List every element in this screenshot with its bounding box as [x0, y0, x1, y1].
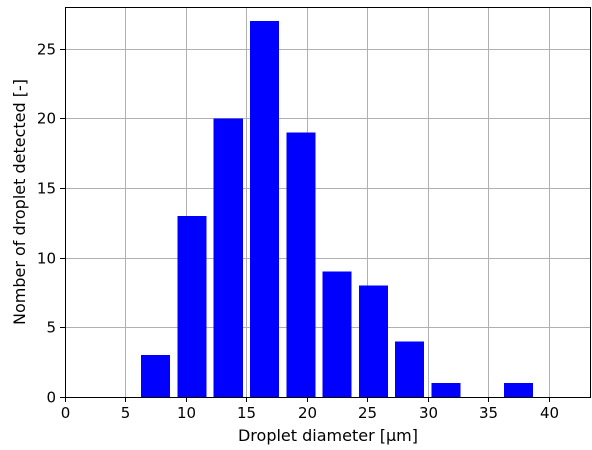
bar-10	[503, 383, 533, 397]
x-axis-label: Droplet diameter [µm]	[238, 426, 418, 445]
bar-4	[286, 132, 316, 397]
plot-frame	[65, 7, 591, 398]
y-axis-label: Nomber of droplet detected [-]	[10, 79, 29, 325]
bar-8	[431, 383, 461, 397]
x-tick-label: 40	[540, 404, 559, 422]
y-tick-label: 25	[37, 41, 56, 59]
y-tick-label: 10	[37, 250, 56, 268]
x-tick-label: 15	[237, 404, 256, 422]
y-tick-label: 0	[46, 389, 56, 407]
x-tick-label: 30	[419, 404, 438, 422]
y-axis-ticks: 0 5 10 15 20 25	[37, 41, 65, 407]
x-tick-label: 20	[298, 404, 317, 422]
y-tick-label: 15	[37, 180, 56, 198]
x-tick-label: 35	[479, 404, 498, 422]
bar-6	[358, 285, 388, 397]
bar-2	[213, 118, 243, 397]
x-tick-label: 0	[61, 404, 71, 422]
bar-7	[395, 341, 425, 397]
y-tick-label: 5	[46, 319, 56, 337]
y-tick-label: 20	[37, 110, 56, 128]
x-tick-label: 5	[121, 404, 131, 422]
bar-3	[250, 20, 280, 398]
x-tick-label: 10	[177, 404, 196, 422]
bars	[141, 20, 533, 398]
bar-5	[322, 271, 352, 397]
bar-1	[177, 215, 207, 397]
bar-0	[141, 355, 171, 397]
x-tick-label: 25	[358, 404, 377, 422]
x-axis-ticks: 0 5 10 15 20 25 30 35 40	[61, 397, 559, 422]
